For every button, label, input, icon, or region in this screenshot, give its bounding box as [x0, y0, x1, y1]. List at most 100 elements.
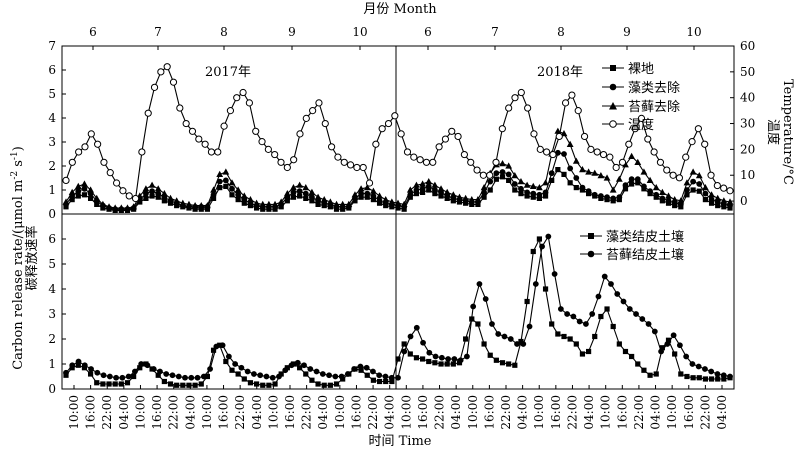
- series-temperature-point: [384, 119, 393, 128]
- series-moss-crust-point: [702, 366, 708, 372]
- series-algae-crust-point: [155, 372, 161, 378]
- series-algae-removal-point: [309, 194, 315, 201]
- series-temperature-point: [530, 130, 538, 138]
- series-moss-crust-point: [438, 354, 445, 361]
- series-moss-removal-point: [413, 181, 420, 188]
- series-moss-crust-point: [664, 341, 671, 347]
- series-moss-crust-point: [294, 359, 301, 366]
- series-temperature-point: [416, 156, 424, 164]
- series-algae-crust-point: [419, 356, 426, 362]
- series-temperature-point: [410, 153, 418, 161]
- series-algae-removal-point: [616, 194, 623, 201]
- series-temperature-point: [505, 104, 513, 112]
- series-moss-removal-point: [683, 179, 691, 186]
- series-temperature-point: [94, 140, 102, 148]
- series-temperature-point: [606, 153, 614, 161]
- x-tick-label: 22:00: [499, 395, 513, 430]
- series-temperature-point: [182, 119, 190, 128]
- series-moss-removal-point: [167, 194, 174, 201]
- series-algae-removal-point: [561, 151, 567, 157]
- series-moss-crust-point: [119, 374, 126, 381]
- y-tick-label-bottom: 4: [48, 282, 56, 296]
- series-bare-soil-point: [290, 194, 297, 200]
- series-algae-crust-point: [327, 382, 333, 388]
- series-temperature-point: [100, 158, 108, 166]
- series-algae-removal-point: [235, 191, 242, 198]
- series-moss-crust-point: [614, 291, 621, 297]
- series-algae-crust-point: [647, 372, 653, 378]
- series-temperature-point: [422, 158, 431, 166]
- series-algae-crust-point: [204, 373, 211, 380]
- series-algae-crust-point: [715, 376, 721, 382]
- series-bare-soil-point: [223, 183, 229, 189]
- series-moss-removal-point: [431, 181, 439, 188]
- series-algae-crust-point: [94, 380, 100, 386]
- series-bare-soil-point: [419, 189, 426, 195]
- series-bare-soil-point: [622, 186, 629, 192]
- series-temperature-point: [707, 171, 715, 179]
- series-bare-soil-point: [524, 193, 530, 199]
- series-moss-crust-point: [344, 371, 351, 377]
- series-temperature-point: [207, 148, 216, 156]
- series-algae-crust-point: [487, 352, 493, 358]
- legend-label-moss-crust: 苔藓结皮土壤: [606, 247, 684, 263]
- series-moss-removal-point: [357, 185, 365, 192]
- series-moss-removal-point: [615, 175, 623, 182]
- y2-axis-title-en: Temperature/°C: [780, 79, 795, 185]
- series-moss-removal-point: [160, 190, 168, 197]
- series-moss-removal-point: [419, 180, 426, 187]
- series-algae-crust-point: [198, 381, 204, 387]
- series-moss-removal-point: [542, 179, 549, 186]
- series-moss-crust-point: [639, 316, 646, 322]
- x-tick-label: 10:00: [399, 395, 413, 430]
- series-moss-removal-point: [130, 203, 138, 210]
- legend-label-algae-removal: 藻类去除: [628, 81, 680, 96]
- series-temperature-point: [309, 107, 317, 115]
- series-moss-crust-point: [63, 369, 69, 376]
- series-moss-crust-point: [413, 324, 420, 331]
- series-temperature-point: [580, 132, 589, 141]
- series-moss-crust-point: [633, 311, 639, 317]
- series-bare-soil-point: [512, 187, 518, 193]
- series-moss-removal-point: [314, 193, 322, 200]
- y2-axis-title-cn: 温度: [765, 119, 781, 145]
- series-algae-crust-point: [407, 351, 413, 357]
- series-bare-soil-point: [518, 191, 524, 197]
- series-algae-crust-point: [463, 336, 469, 342]
- series-algae-removal-point: [604, 194, 610, 201]
- series-algae-crust-point: [315, 381, 321, 387]
- x-tick-label: 04:00: [649, 395, 663, 430]
- series-algae-crust-point: [118, 381, 124, 387]
- series-algae-removal-point: [634, 176, 641, 183]
- series-moss-crust-point: [257, 372, 264, 379]
- series-algae-removal-point: [622, 182, 629, 189]
- series-temperature-point: [536, 145, 544, 153]
- y2-tick-label: 30: [740, 117, 755, 131]
- series-moss-crust-point: [357, 363, 364, 370]
- series-algae-crust-point: [481, 341, 487, 347]
- series-moss-removal-point: [216, 170, 224, 177]
- series-moss-crust-point: [326, 372, 332, 379]
- series-moss-crust-point: [169, 372, 176, 379]
- series-algae-crust-point: [333, 381, 340, 387]
- series-moss-crust-point: [232, 361, 239, 367]
- series-moss-crust-point: [482, 296, 489, 302]
- series-moss-crust-point: [651, 328, 658, 335]
- month-tick-label: 10: [352, 25, 367, 39]
- series-algae-crust-point: [260, 382, 266, 388]
- series-moss-removal-point: [271, 200, 279, 207]
- series-moss-removal-point: [443, 188, 451, 195]
- series-algae-crust-point: [303, 371, 309, 377]
- x-tick-label: 10:00: [466, 395, 480, 430]
- series-algae-removal-point: [216, 178, 223, 185]
- x-tick-label: 22:00: [300, 395, 314, 430]
- series-algae-crust-point: [137, 365, 143, 371]
- series-temperature-point: [157, 68, 165, 76]
- series-algae-crust-point: [370, 377, 377, 383]
- series-temperature-point: [150, 83, 159, 91]
- series-temperature-point: [479, 171, 487, 179]
- series-bare-soil-point: [413, 191, 420, 197]
- series-moss-removal-point: [523, 181, 531, 188]
- series-algae-removal-point: [358, 190, 365, 197]
- series-moss-crust-point: [175, 373, 182, 380]
